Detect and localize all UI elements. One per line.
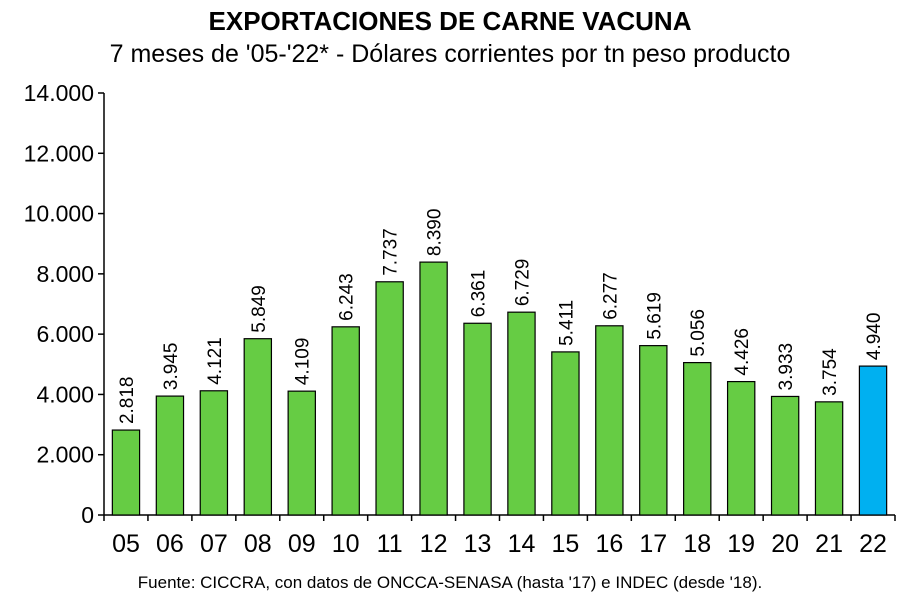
bar-14 bbox=[507, 311, 536, 516]
y-tick-label: 10.000 bbox=[24, 201, 94, 227]
x-tick-label: 10 bbox=[332, 530, 360, 558]
bars bbox=[111, 261, 888, 516]
bar-17 bbox=[639, 345, 668, 516]
data-label: 6.729 bbox=[512, 259, 533, 307]
x-tick-label: 08 bbox=[244, 530, 272, 558]
x-tick-label: 18 bbox=[683, 530, 711, 558]
x-axis: 05 06 07 08 09 10 11 12 13 14 15 16 17 18 19 20 21 22 bbox=[103, 514, 896, 558]
y-tick-label: 14.000 bbox=[24, 80, 94, 106]
x-tick-label: 06 bbox=[156, 530, 184, 558]
bar-11 bbox=[375, 281, 404, 516]
x-tick-label: 21 bbox=[815, 530, 843, 558]
bar-22 bbox=[858, 365, 888, 516]
data-label: 4.940 bbox=[864, 313, 885, 361]
bar-09 bbox=[287, 390, 316, 516]
data-label: 5.849 bbox=[249, 285, 270, 333]
data-label: 5.056 bbox=[688, 309, 709, 357]
x-tick-label: 13 bbox=[464, 530, 492, 558]
bar-20 bbox=[770, 395, 800, 516]
x-tick-label: 17 bbox=[639, 530, 667, 558]
bar-16 bbox=[595, 325, 624, 516]
data-label: 2.818 bbox=[117, 377, 138, 425]
y-axis: 0 2.000 4.000 6.000 8.000 10.000 12.000 14.000 bbox=[24, 80, 105, 528]
bar-12 bbox=[419, 261, 448, 516]
x-tick-label: 07 bbox=[200, 530, 228, 558]
y-tick-label: 12.000 bbox=[24, 140, 94, 166]
x-tick-label: 15 bbox=[552, 530, 580, 558]
data-label: 5.619 bbox=[644, 292, 665, 340]
x-tick-label: 20 bbox=[771, 530, 799, 558]
x-tick-label: 09 bbox=[288, 530, 316, 558]
data-label: 8.390 bbox=[425, 209, 446, 257]
data-label: 4.109 bbox=[293, 338, 314, 386]
data-label: 4.426 bbox=[732, 328, 753, 376]
x-tick-label: 16 bbox=[595, 530, 623, 558]
data-label: 4.121 bbox=[205, 337, 226, 385]
x-tick-label: 19 bbox=[727, 530, 755, 558]
x-tick-label: 05 bbox=[112, 530, 140, 558]
data-label: 6.361 bbox=[469, 270, 490, 318]
bar-13 bbox=[463, 322, 492, 516]
data-label: 3.933 bbox=[776, 343, 797, 391]
y-tick-label: 4.000 bbox=[36, 381, 94, 407]
bar-10 bbox=[331, 326, 360, 516]
data-label: 5.411 bbox=[556, 300, 577, 346]
y-tick-label: 0 bbox=[81, 502, 94, 528]
y-tick-label: 8.000 bbox=[36, 261, 94, 287]
x-tick-label: 12 bbox=[420, 530, 448, 558]
bar-18 bbox=[683, 361, 712, 516]
data-label: 6.243 bbox=[337, 273, 358, 321]
chart-title: EXPORTACIONES DE CARNE VACUNA bbox=[208, 6, 692, 36]
data-label: 7.737 bbox=[381, 228, 402, 276]
bar-07 bbox=[199, 390, 229, 516]
bar-21 bbox=[814, 401, 844, 516]
data-labels: 2.818 3.945 4.121 5.849 4.109 6.243 7.737 8.390… bbox=[117, 209, 885, 425]
x-tick-label: 22 bbox=[859, 530, 887, 558]
chart-source: Fuente: CICCRA, con datos de ONCCA-SENAS… bbox=[137, 573, 763, 592]
data-label: 3.754 bbox=[820, 348, 841, 396]
bar-19 bbox=[726, 380, 756, 516]
bar-06 bbox=[155, 395, 185, 516]
bar-05 bbox=[111, 429, 141, 516]
bar-08 bbox=[243, 338, 273, 516]
chart-subtitle: 7 meses de '05-'22* - Dólares corrientes… bbox=[109, 40, 791, 68]
x-tick-label: 14 bbox=[508, 530, 536, 558]
x-tick-label: 11 bbox=[377, 530, 403, 558]
y-tick-label: 2.000 bbox=[36, 442, 94, 468]
y-tick-label: 6.000 bbox=[36, 321, 94, 347]
data-label: 3.945 bbox=[161, 343, 182, 391]
bar-15 bbox=[551, 351, 580, 516]
data-label: 6.277 bbox=[600, 272, 621, 320]
